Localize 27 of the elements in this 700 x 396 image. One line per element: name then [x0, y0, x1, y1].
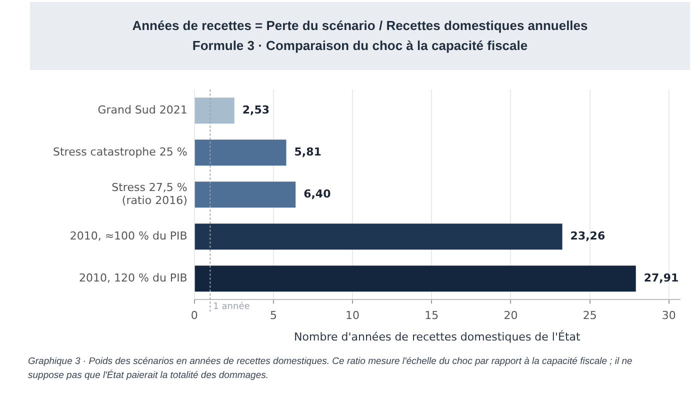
- data-label: 6,40: [304, 187, 332, 200]
- x-tick-label: 0: [190, 309, 198, 322]
- y-tick-label: Stress catastrophe 25 %: [52, 145, 188, 158]
- y-tick-label: 2010, 120 % du PIB: [79, 271, 188, 284]
- x-tick-label: 10: [346, 309, 360, 322]
- y-tick-label: Grand Sud 2021: [98, 103, 188, 116]
- y-tick-label: 2010, ≈100 % du PIB: [70, 229, 188, 242]
- bar: [194, 140, 286, 166]
- x-tick-label: 5: [270, 309, 277, 322]
- bar: [194, 266, 636, 292]
- ref-line-label: 1 année: [213, 300, 250, 312]
- bar: [194, 98, 234, 124]
- bar: [194, 182, 296, 208]
- text: Graphique 3 · Poids des scénarios en années de recettes domestiques. Ce ratio mesure l'échelle du choc par rapport à la capacité fiscale ; il ne suppose pas que l'État paierait la totalité des dommages.: [28, 355, 634, 383]
- x-tick-label: 15: [424, 309, 439, 322]
- data-label: 2,53: [242, 103, 270, 116]
- x-tick-label: 30: [662, 309, 676, 322]
- data-label: 5,81: [294, 145, 322, 158]
- x-tick-label: 25: [582, 309, 597, 322]
- chart-subtitle: Formule 3 · Comparaison du choc à la capacité fiscale: [192, 37, 528, 55]
- x-axis-title: Nombre d'années de recettes domestiques de l'État: [294, 329, 581, 344]
- bar: [194, 224, 562, 250]
- data-label: 27,91: [644, 271, 679, 284]
- chart-title: Années de recettes = Perte du scénario / Recettes domestiques annuelles: [132, 17, 588, 35]
- data-label: 23,26: [570, 229, 606, 242]
- y-tick-label: Stress 27,5 % (ratio 2016): [112, 180, 188, 208]
- x-tick-label: 20: [504, 309, 518, 322]
